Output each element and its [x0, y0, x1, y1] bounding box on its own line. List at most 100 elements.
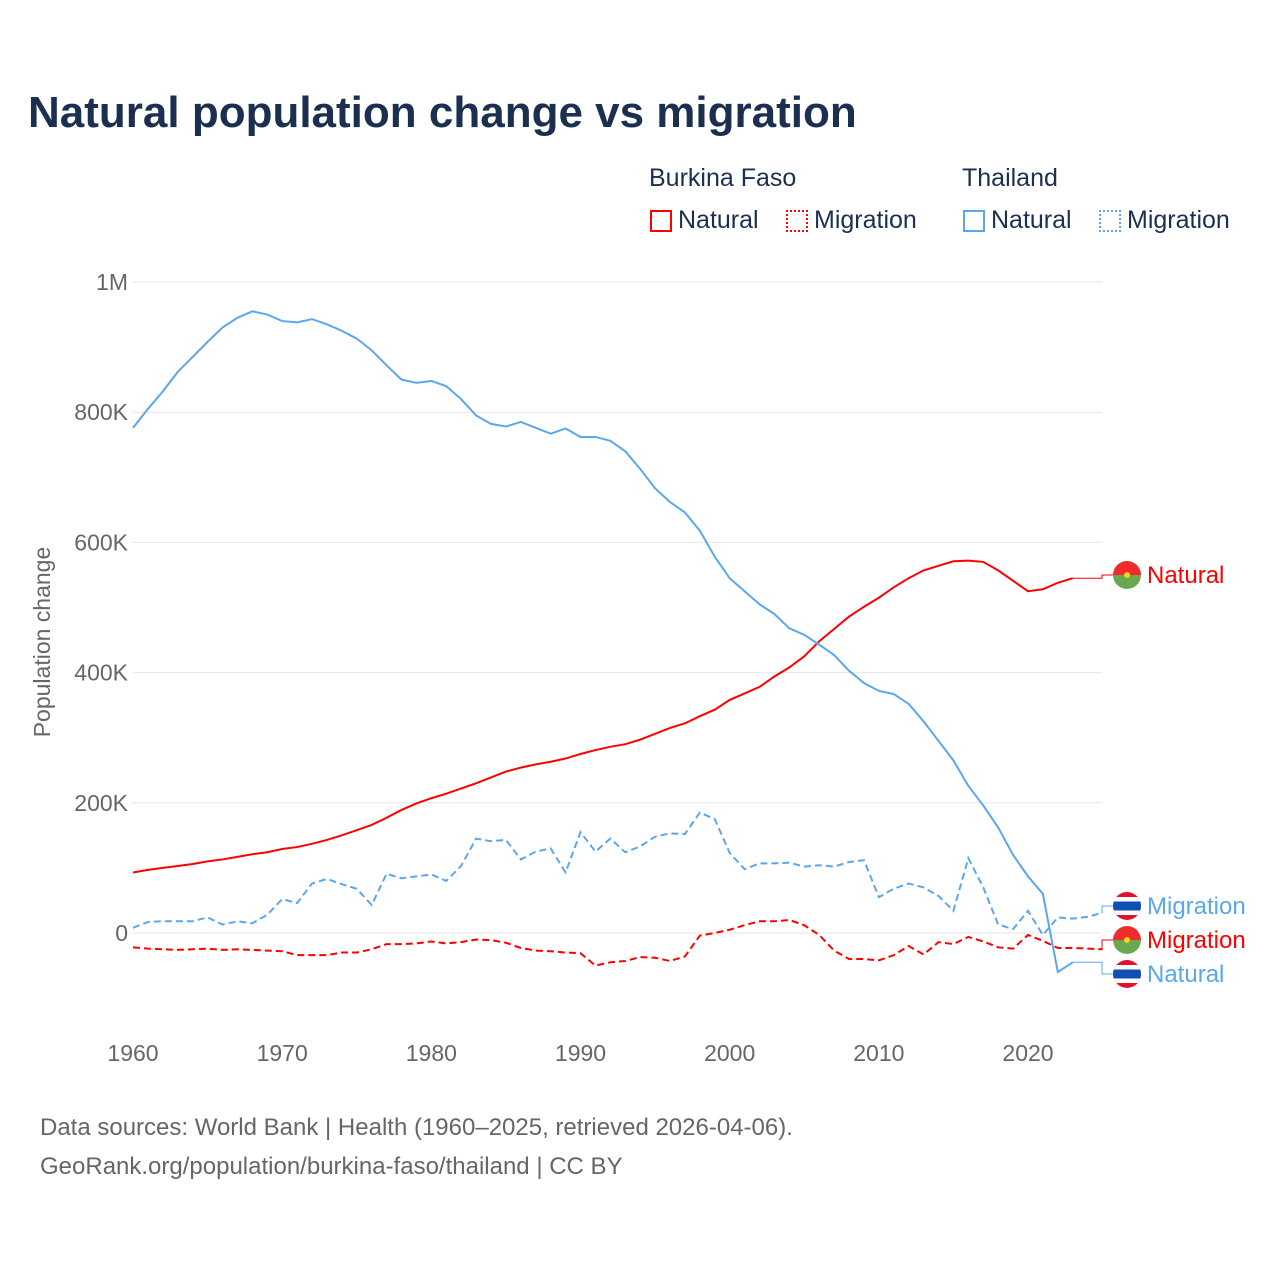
- data-point: [1071, 946, 1075, 950]
- y-tick-label: 1M: [96, 269, 128, 295]
- data-point: [981, 803, 985, 807]
- legend-label: Migration: [1127, 206, 1230, 234]
- data-point: [758, 602, 762, 606]
- leader-line: [1072, 574, 1113, 579]
- data-point: [922, 719, 926, 723]
- data-point: [1026, 589, 1030, 593]
- data-point: [1056, 946, 1060, 950]
- legend-group-thailand: Thailand: [962, 164, 1058, 192]
- data-point: [1011, 927, 1015, 931]
- data-point: [191, 355, 195, 359]
- data-point: [743, 923, 747, 927]
- data-point: [355, 337, 359, 341]
- y-tick-label: 200K: [74, 790, 128, 816]
- thailand-flag-icon: [1113, 960, 1141, 988]
- data-point: [459, 397, 463, 401]
- data-point: [832, 627, 836, 631]
- chart-title: Natural population change vs migration: [28, 88, 857, 137]
- data-point: [638, 844, 642, 848]
- data-point: [206, 915, 210, 919]
- data-point: [504, 425, 508, 429]
- data-point: [593, 850, 597, 854]
- data-point: [161, 919, 165, 923]
- data-point: [1056, 970, 1060, 974]
- data-point: [206, 859, 210, 863]
- data-point: [593, 964, 597, 968]
- data-point: [608, 439, 612, 443]
- data-point: [265, 850, 269, 854]
- data-point: [698, 934, 702, 938]
- data-point: [802, 654, 806, 658]
- data-point: [698, 714, 702, 718]
- flag-star: [1124, 937, 1130, 943]
- data-point: [1056, 915, 1060, 919]
- data-point: [235, 919, 239, 923]
- data-point: [951, 909, 955, 913]
- data-point: [310, 842, 314, 846]
- data-point: [579, 951, 583, 955]
- data-point: [280, 949, 284, 953]
- data-point: [877, 689, 881, 693]
- data-point: [250, 921, 254, 925]
- data-point: [638, 738, 642, 742]
- data-point: [966, 559, 970, 563]
- legend-swatch: [963, 209, 985, 232]
- y-tick-label: 600K: [74, 529, 128, 555]
- data-point: [877, 895, 881, 899]
- data-point: [534, 949, 538, 953]
- data-point: [1011, 579, 1015, 583]
- data-point: [623, 449, 627, 453]
- data-point: [683, 832, 687, 836]
- data-point: [817, 643, 821, 647]
- data-point: [1026, 909, 1030, 913]
- data-point: [429, 379, 433, 383]
- data-point: [131, 926, 135, 930]
- data-point: [235, 316, 239, 320]
- data-point: [1011, 947, 1015, 951]
- legend-item-th-migration[interactable]: Migration: [1099, 206, 1230, 235]
- data-point: [295, 320, 299, 324]
- end-label: Natural: [1147, 562, 1224, 589]
- flag: [1113, 561, 1141, 589]
- data-point: [772, 675, 776, 679]
- data-point: [146, 407, 150, 411]
- data-point: [161, 866, 165, 870]
- flag-stripe: [1113, 940, 1141, 954]
- data-point: [847, 860, 851, 864]
- legend-swatch: [1099, 209, 1121, 232]
- leader-line: [1101, 905, 1113, 914]
- x-tick-label: 1990: [555, 1040, 606, 1066]
- burkina-faso-flag-icon: [1113, 561, 1141, 589]
- legend-item-bf-natural[interactable]: Natural: [650, 206, 759, 235]
- legend-item-th-natural[interactable]: Natural: [963, 206, 1072, 235]
- data-point: [489, 839, 493, 843]
- data-point: [966, 935, 970, 939]
- legend-label: Natural: [678, 206, 759, 234]
- data-point: [951, 559, 955, 563]
- data-point: [593, 435, 597, 439]
- data-point: [295, 901, 299, 905]
- data-point: [907, 944, 911, 948]
- data-point: [683, 954, 687, 958]
- data-point: [355, 828, 359, 832]
- data-point: [414, 381, 418, 385]
- data-point: [638, 467, 642, 471]
- data-point: [206, 340, 210, 344]
- data-point: [370, 947, 374, 951]
- series-line: [132, 559, 1074, 874]
- data-point: [385, 942, 389, 946]
- data-point: [1056, 581, 1060, 585]
- data-point: [832, 653, 836, 657]
- data-point: [534, 426, 538, 430]
- legend-item-bf-migration[interactable]: Migration: [786, 206, 917, 235]
- series-line: [132, 310, 1074, 974]
- data-point: [549, 949, 553, 953]
- data-point: [474, 781, 478, 785]
- data-point: [146, 920, 150, 924]
- data-point: [325, 953, 329, 957]
- data-point: [787, 918, 791, 922]
- data-point: [668, 959, 672, 963]
- data-point: [250, 948, 254, 952]
- data-point: [310, 953, 314, 957]
